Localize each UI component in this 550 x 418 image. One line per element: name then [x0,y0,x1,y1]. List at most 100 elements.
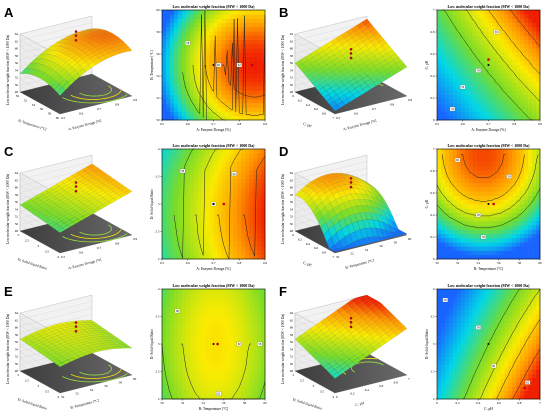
heatmap-cell [229,233,234,239]
optimum-point [250,63,254,67]
heatmap-cell [452,216,458,222]
z-tick-label: 52 [290,76,294,80]
heatmap-cell [504,39,509,45]
heatmap-cell [185,195,191,201]
heatmap-cell [169,90,175,95]
heatmap-cell [162,52,167,57]
heatmap-cell [460,65,466,70]
heatmap-cell [257,111,262,117]
heatmap-cell [249,352,254,357]
heatmap-cell [177,301,183,307]
heatmap-cell [177,305,183,311]
heatmap-cell [205,335,210,341]
heatmap-cell [516,65,521,70]
heatmap-cell [524,233,529,239]
x-tick-label: 0.5 [160,261,164,265]
surface-patch [370,185,379,192]
heatmap-cell [249,86,254,91]
heatmap-cell [448,14,454,19]
heatmap-cell [221,14,226,19]
heatmap-cell [185,225,191,230]
heatmap-cell [177,103,183,108]
heatmap-cell [253,187,258,192]
heatmap-cell [452,161,458,167]
heatmap-cell [488,81,493,87]
heatmap-cell [233,339,238,345]
heatmap-cell [460,90,466,95]
heatmap-cell [241,344,246,349]
heatmap-cell [165,35,171,40]
surface-x-tick: 54 [90,388,94,392]
heatmap-cell [225,233,230,239]
heatmap-cell [440,229,446,234]
heatmap-cell [237,65,242,70]
heatmap-cell [197,382,202,387]
heatmap-cell [177,65,183,70]
x-axis-title: B: Temperature [°C] [199,407,228,411]
heatmap-cell [237,94,242,100]
heatmap-cell [169,310,175,315]
heatmap-cell [193,153,198,158]
heatmap-cell [209,98,214,104]
heatmap-cell [181,204,187,209]
heatmap-cell [536,52,541,57]
heatmap-cell [237,208,242,213]
heatmap-cell [480,43,485,49]
heatmap-cell [492,111,497,117]
heatmap-cell [496,73,501,78]
heatmap-cell [500,237,505,243]
heatmap-cell [464,35,469,40]
heatmap-cell [165,65,171,70]
heatmap-cell [245,22,250,28]
heatmap-cell [162,182,167,188]
heatmap-cell [444,233,450,239]
heatmap-cell [165,305,171,311]
heatmap-cell [241,318,246,324]
heatmap-cell [162,26,167,32]
heatmap-cell [249,377,254,383]
heatmap-cell [229,246,234,251]
heatmap-cell [193,212,198,217]
heatmap-cell [165,14,171,19]
heatmap-cell [229,373,234,379]
heatmap-cell [201,382,206,387]
heatmap-cell [257,301,262,307]
heatmap-cell [532,216,537,222]
heatmap-cell [241,208,246,213]
heatmap-cell [528,18,533,23]
heatmap-cell [249,297,254,302]
heatmap-cell [209,237,214,243]
heatmap-cell [169,254,175,260]
heatmap-cell [189,382,194,387]
heatmap-cell [197,208,202,213]
heatmap-cell [528,22,533,28]
heatmap-cell [536,204,541,209]
surface-y-tick: 3 [37,384,39,388]
heatmap-cell [440,115,446,121]
heatmap-cell [500,60,505,66]
heatmap-cell [205,327,210,332]
heatmap-cell [173,352,179,357]
heatmap-cell [536,187,541,192]
heatmap-cell [181,165,187,171]
heatmap-cell [197,48,202,53]
heatmap-cell [456,254,462,260]
heatmap-cell [209,26,214,32]
heatmap-cell [213,331,218,336]
heatmap-cell [480,204,485,209]
heatmap-cell [181,246,187,251]
heatmap-cell [257,191,262,196]
heatmap-cell [189,335,194,341]
heatmap-cell [261,293,266,298]
heatmap-cell [201,60,206,66]
heatmap-cell [472,73,477,78]
heatmap-cell [261,229,266,234]
heatmap-cell [233,360,238,366]
heatmap-cell [213,77,218,83]
heatmap-cell [185,289,191,294]
heatmap-cell [209,289,214,294]
heatmap-cell [201,301,206,307]
heatmap-cell [209,48,214,53]
heatmap-cell [241,233,246,239]
heatmap-cell [488,153,493,158]
